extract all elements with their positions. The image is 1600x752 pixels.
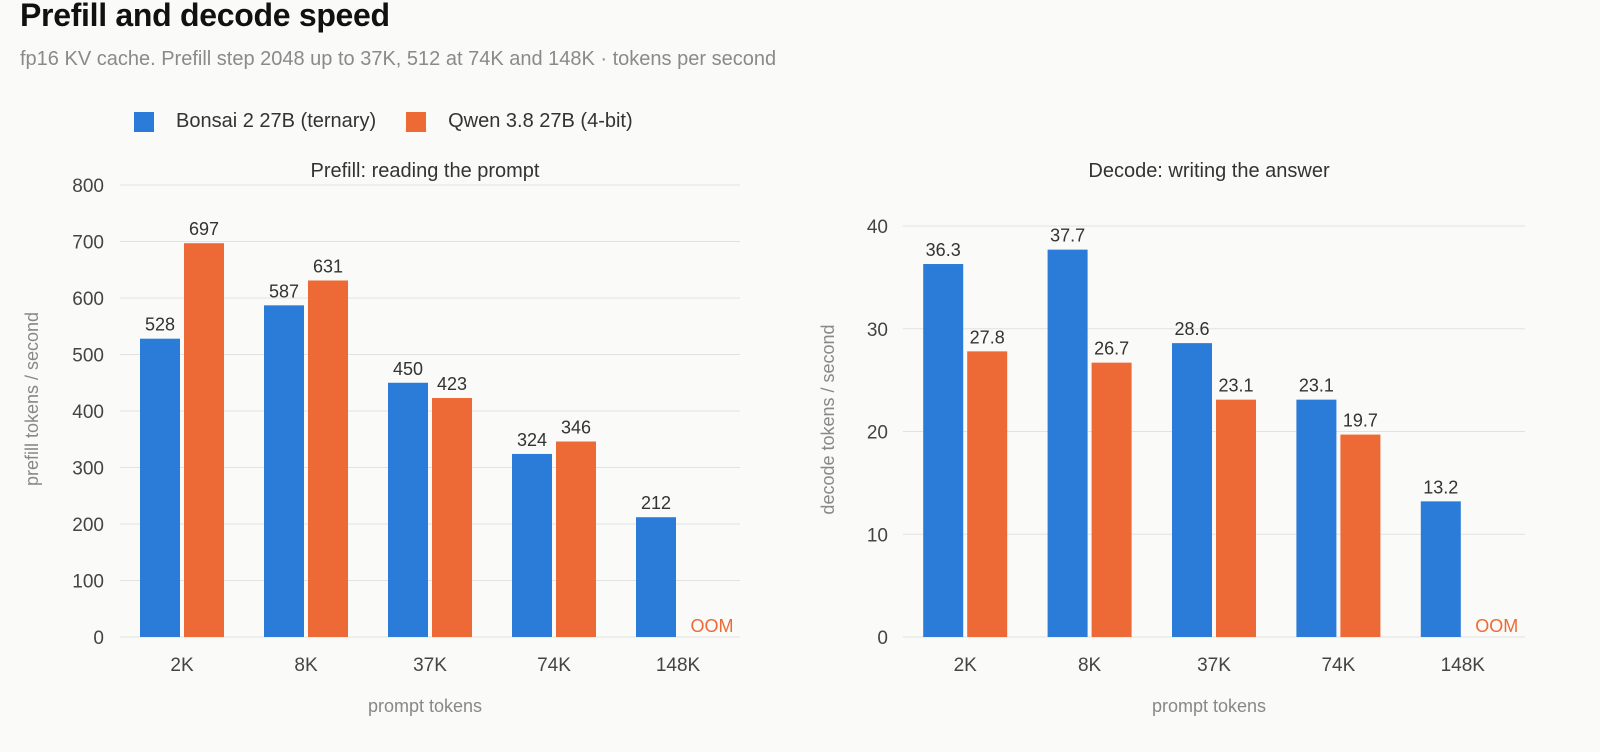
data-label: 26.7 xyxy=(1094,339,1129,359)
chart-title: Decode: writing the answer xyxy=(1088,160,1330,182)
y-tick-label: 400 xyxy=(72,402,104,423)
bar xyxy=(967,351,1008,637)
oom-annotation: OOM xyxy=(691,616,734,636)
x-tick-label: 37K xyxy=(1197,655,1231,676)
oom-annotation: OOM xyxy=(1475,616,1518,636)
y-tick-label: 40 xyxy=(867,217,888,238)
y-axis-label: prefill tokens / second xyxy=(22,312,42,486)
bar xyxy=(1420,501,1461,637)
bar xyxy=(308,280,348,637)
data-label: 27.8 xyxy=(970,327,1005,347)
x-tick-label: 74K xyxy=(537,655,571,676)
bar xyxy=(1172,343,1212,637)
legend-item-series-b[interactable]: Qwen 3.8 27B (4-bit) xyxy=(406,110,633,133)
bar xyxy=(184,243,224,637)
bar xyxy=(140,338,180,637)
legend-swatch-series-a xyxy=(134,111,154,132)
bar xyxy=(636,517,676,637)
data-label: 19.7 xyxy=(1343,411,1378,431)
page-title: Prefill and decode speed xyxy=(20,0,390,33)
data-label: 423 xyxy=(437,374,467,394)
data-label: 28.6 xyxy=(1174,319,1209,339)
data-label: 346 xyxy=(561,418,591,438)
x-tick-label: 148K xyxy=(656,655,701,676)
y-tick-label: 600 xyxy=(72,289,104,310)
x-tick-label: 74K xyxy=(1321,655,1355,676)
bar xyxy=(264,305,304,637)
x-axis-label: prompt tokens xyxy=(1152,696,1266,716)
y-tick-label: 0 xyxy=(93,628,104,649)
bar xyxy=(388,382,428,637)
bar xyxy=(1047,249,1088,637)
data-label: 13.2 xyxy=(1423,477,1458,497)
y-tick-label: 200 xyxy=(72,515,104,536)
bar xyxy=(556,441,596,637)
chart-panel-1: Decode: writing the answer 0 10 20 30 40 decod… xyxy=(818,160,1525,716)
x-axis-label: prompt tokens xyxy=(368,696,482,716)
data-label: 37.7 xyxy=(1050,226,1085,246)
data-label: 587 xyxy=(269,281,299,301)
y-tick-label: 300 xyxy=(72,459,104,480)
y-tick-label: 10 xyxy=(867,525,888,546)
y-axis-label: decode tokens / second xyxy=(818,324,838,514)
bar xyxy=(1340,434,1381,637)
chart-legend: Bonsai 2 27B (ternary) Qwen 3.8 27B (4-b… xyxy=(134,110,663,133)
chart-title: Prefill: reading the prompt xyxy=(310,160,539,182)
legend-label-series-a: Bonsai 2 27B (ternary) xyxy=(176,110,377,132)
data-label: 697 xyxy=(189,219,219,239)
legend-item-series-a[interactable]: Bonsai 2 27B (ternary) xyxy=(134,110,376,133)
bar xyxy=(1091,362,1132,637)
y-tick-label: 500 xyxy=(72,346,104,367)
x-tick-label: 8K xyxy=(294,655,318,676)
data-label: 631 xyxy=(313,256,343,276)
data-label: 23.1 xyxy=(1218,376,1253,396)
legend-swatch-series-b xyxy=(406,111,427,132)
data-label: 450 xyxy=(393,359,423,379)
y-tick-label: 0 xyxy=(877,628,888,649)
data-label: 23.1 xyxy=(1299,376,1334,396)
data-label: 36.3 xyxy=(926,240,961,260)
x-tick-label: 2K xyxy=(170,655,194,676)
y-tick-label: 30 xyxy=(867,320,888,341)
page-subtitle: fp16 KV cache. Prefill step 2048 up to 3… xyxy=(20,48,777,70)
bar xyxy=(1216,399,1256,637)
bar xyxy=(1296,399,1337,637)
y-tick-label: 20 xyxy=(867,423,888,444)
x-tick-label: 37K xyxy=(413,655,447,676)
y-tick-label: 700 xyxy=(72,233,104,254)
y-tick-label: 800 xyxy=(72,176,104,197)
bar xyxy=(512,453,552,637)
x-tick-label: 8K xyxy=(1078,655,1102,676)
x-tick-label: 2K xyxy=(954,655,978,676)
data-label: 212 xyxy=(641,493,671,513)
legend-label-series-b: Qwen 3.8 27B (4-bit) xyxy=(448,110,633,132)
bar xyxy=(432,398,472,637)
data-label: 528 xyxy=(145,315,175,335)
data-label: 324 xyxy=(517,430,547,450)
y-tick-label: 100 xyxy=(72,572,104,593)
x-tick-label: 148K xyxy=(1441,655,1486,676)
chart-panel-0: Prefill: reading the prompt 0 100 200 300 400… xyxy=(22,160,740,716)
bar xyxy=(923,264,964,637)
